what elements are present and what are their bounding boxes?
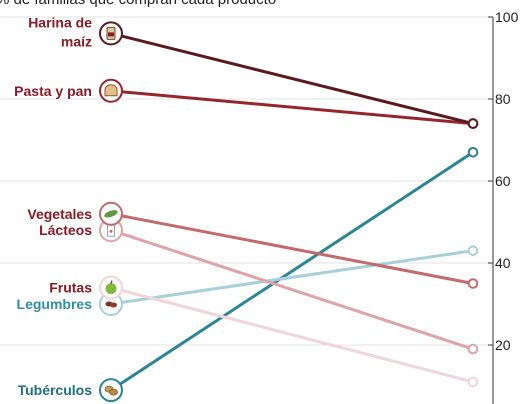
vegetable-icon: [104, 210, 118, 218]
series-label-milk-carton: Lácteos: [39, 222, 92, 238]
flour-bag-icon: [106, 26, 116, 40]
end-point-bean: [467, 245, 479, 256]
series-label-bean: Legumbres: [17, 296, 93, 312]
end-point-flour-bag: [467, 118, 479, 129]
y-tick-label-80: 80: [495, 91, 511, 107]
series-line-bean: [109, 249, 475, 306]
y-tick-label-20: 20: [495, 337, 511, 353]
chart-subtitle: % de familias que compran cada producto: [0, 0, 276, 8]
end-point-milk-carton: [467, 343, 479, 355]
end-point-vegetable: [467, 278, 479, 289]
series-line-bread: [109, 89, 475, 126]
series-line-apple: [109, 286, 475, 384]
milk-carton-icon: [107, 224, 115, 237]
series-label-potato: Tubérculos: [18, 382, 93, 398]
y-axis: 20 40 60 80 100: [488, 9, 519, 404]
end-point-apple: [467, 376, 479, 388]
series-labels: Harina de maíz Pasta y pan VegetalesLácteos…: [14, 14, 92, 398]
bean-icon: [105, 301, 117, 308]
series-label-bread: Pasta y pan: [14, 83, 92, 99]
y-tick-label-100: 100: [495, 9, 519, 25]
y-tick-label-60: 60: [495, 173, 511, 189]
series-line-milk-carton: [109, 228, 475, 351]
series-lines: [109, 31, 475, 392]
series-end-markers: [467, 118, 479, 388]
series-line-flour-bag: [109, 31, 475, 126]
series-line-vegetable: [109, 212, 475, 285]
potato-icon: [104, 385, 118, 396]
series-label-flour-bag: Harina de maíz: [28, 14, 92, 49]
series-label-vegetable: Vegetales: [27, 206, 92, 222]
gridlines: [0, 16, 493, 346]
end-point-potato: [467, 147, 479, 158]
series-label-apple: Frutas: [49, 280, 92, 296]
y-tick-label-40: 40: [495, 255, 511, 271]
series-line-potato: [109, 150, 475, 392]
series-start-markers: [99, 21, 123, 403]
bread-icon: [104, 84, 118, 97]
apple-icon: [105, 280, 117, 295]
